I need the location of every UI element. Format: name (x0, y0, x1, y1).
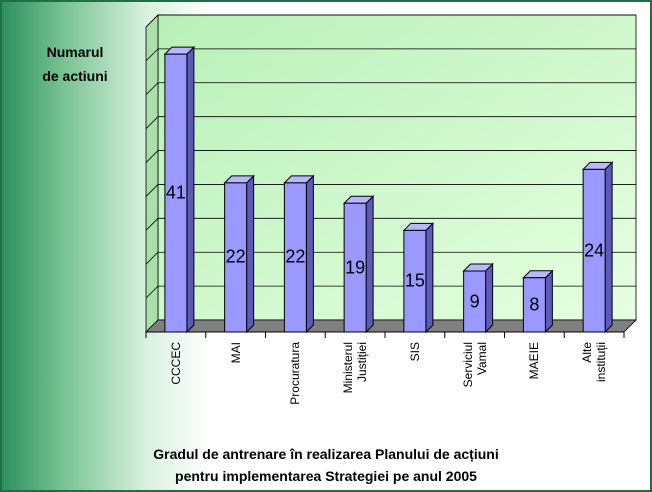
x-tick-label: MAI (228, 342, 243, 364)
grid-line (145, 150, 636, 163)
bar (462, 262, 494, 334)
grid-line (145, 217, 636, 231)
bar (402, 222, 435, 334)
bar (342, 195, 375, 334)
value-label: 22 (225, 246, 246, 267)
value-label: 8 (529, 294, 540, 315)
value-label: 41 (165, 182, 186, 203)
x-tick-label: SIS (407, 342, 422, 362)
side-wall (145, 14, 159, 333)
floor (145, 319, 637, 333)
grid-line (145, 116, 636, 129)
grid-line (145, 82, 636, 96)
bar (223, 174, 255, 334)
x-tick-label: MAEIE (527, 342, 542, 380)
chart-title: Gradul de antrenare în realizarea Planul… (153, 446, 499, 484)
x-tick-label: CCCEC (168, 342, 183, 385)
value-label: 19 (345, 257, 366, 278)
x-tick-label: Alte instituții (580, 342, 609, 383)
value-label: 9 (469, 291, 480, 311)
bar (283, 174, 315, 334)
y-axis-label: Numarul de actiuni (42, 44, 108, 84)
value-label: 24 (584, 240, 605, 261)
x-tick-label: Serviciul Vamal (460, 342, 489, 388)
bar (581, 161, 614, 334)
grid-line (145, 48, 636, 62)
bar (163, 45, 196, 334)
value-label: 22 (285, 246, 306, 267)
x-tick-label: Procuratura (288, 342, 303, 405)
grid-line (145, 251, 636, 265)
x-tick-label: Ministerul Justiției (341, 342, 370, 394)
bar (522, 269, 554, 334)
grid-line (145, 184, 636, 197)
grid-line (145, 14, 636, 28)
value-label: 15 (404, 270, 425, 291)
